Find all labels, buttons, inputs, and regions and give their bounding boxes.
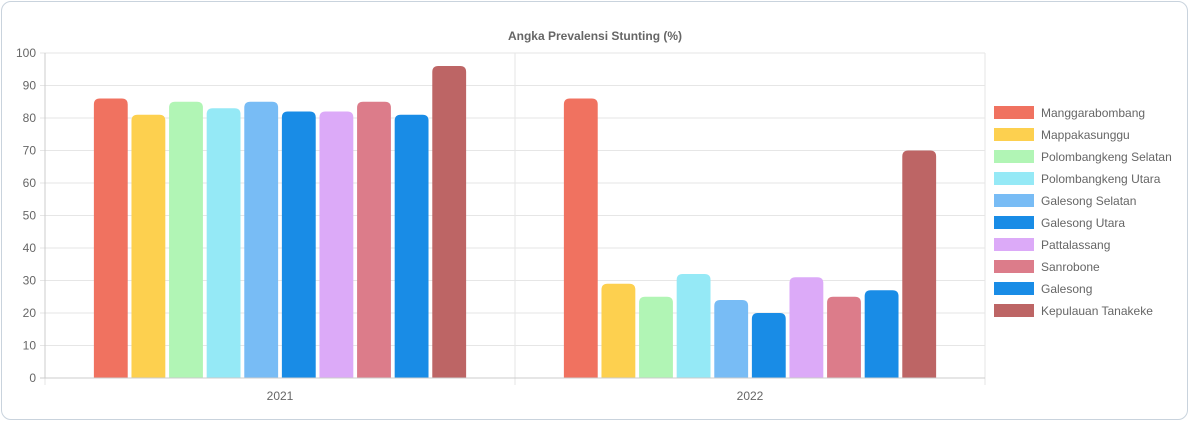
legend-label[interactable]: Manggarabombang	[1041, 106, 1145, 120]
bar-manggarabombang-2021[interactable]	[93, 98, 128, 379]
legend-swatch	[994, 260, 1034, 273]
bar-sanrobone-2022[interactable]	[827, 296, 861, 378]
legend-label[interactable]: Pattalassang	[1041, 238, 1110, 252]
legend-label[interactable]: Mappakasunggu	[1041, 128, 1130, 142]
y-tick-label: 30	[23, 274, 37, 288]
bar-galesong-selatan-2021[interactable]	[244, 101, 279, 378]
bar-galesong-selatan-2022[interactable]	[714, 300, 749, 378]
y-tick-label: 10	[23, 339, 37, 353]
legend-swatch	[994, 128, 1034, 141]
y-tick-label: 50	[23, 209, 37, 223]
legend-label[interactable]: Polombangkeng Utara	[1041, 172, 1161, 186]
y-tick-label: 80	[23, 111, 37, 125]
legend-swatch	[994, 150, 1034, 163]
bar-galesong-utara-2022[interactable]	[751, 313, 786, 378]
y-tick-label: 40	[23, 241, 37, 255]
legend-swatch	[994, 194, 1034, 207]
bar-polombangkeng-selatan-2021[interactable]	[169, 101, 203, 378]
legend-label[interactable]: Polombangkeng Selatan	[1041, 150, 1172, 164]
legend-swatch	[994, 216, 1034, 229]
bar-polombangkeng-utara-2021[interactable]	[206, 108, 241, 378]
y-tick-label: 90	[23, 79, 37, 93]
bar-sanrobone-2021[interactable]	[357, 101, 391, 378]
y-tick-label: 0	[29, 371, 36, 385]
x-tick-label: 2022	[737, 389, 764, 403]
legend-label[interactable]: Galesong Utara	[1041, 216, 1125, 230]
y-tick-label: 100	[16, 46, 36, 60]
legend-swatch	[994, 282, 1034, 295]
legend-swatch	[994, 106, 1034, 119]
y-tick-label: 70	[23, 144, 37, 158]
bar-polombangkeng-selatan-2022[interactable]	[639, 296, 673, 378]
x-tick-label: 2021	[267, 389, 294, 403]
bar-galesong-2021[interactable]	[394, 114, 429, 378]
legend-label[interactable]: Galesong Selatan	[1041, 194, 1136, 208]
bar-galesong-2022[interactable]	[864, 290, 899, 378]
legend-label[interactable]: Sanrobone	[1041, 260, 1100, 274]
bar-pattalassang-2021[interactable]	[319, 111, 354, 379]
bar-polombangkeng-utara-2022[interactable]	[676, 274, 711, 378]
chart-title: Angka Prevalensi Stunting (%)	[508, 29, 682, 43]
legend-swatch	[994, 304, 1034, 317]
bar-galesong-utara-2021[interactable]	[281, 111, 316, 379]
bar-pattalassang-2022[interactable]	[789, 277, 824, 378]
bar-mappakasunggu-2022[interactable]	[601, 283, 636, 378]
legend-label[interactable]: Galesong	[1041, 282, 1092, 296]
legend-label[interactable]: Kepulauan Tanakeke	[1041, 304, 1153, 318]
bar-kepulauan-tanakeke-2021[interactable]	[432, 66, 467, 378]
legend-swatch	[994, 172, 1034, 185]
y-tick-label: 60	[23, 176, 37, 190]
y-tick-label: 20	[23, 306, 37, 320]
bar-mappakasunggu-2021[interactable]	[131, 114, 166, 378]
bar-manggarabombang-2022[interactable]	[563, 98, 598, 379]
legend-swatch	[994, 238, 1034, 251]
bar-kepulauan-tanakeke-2022[interactable]	[902, 150, 937, 379]
